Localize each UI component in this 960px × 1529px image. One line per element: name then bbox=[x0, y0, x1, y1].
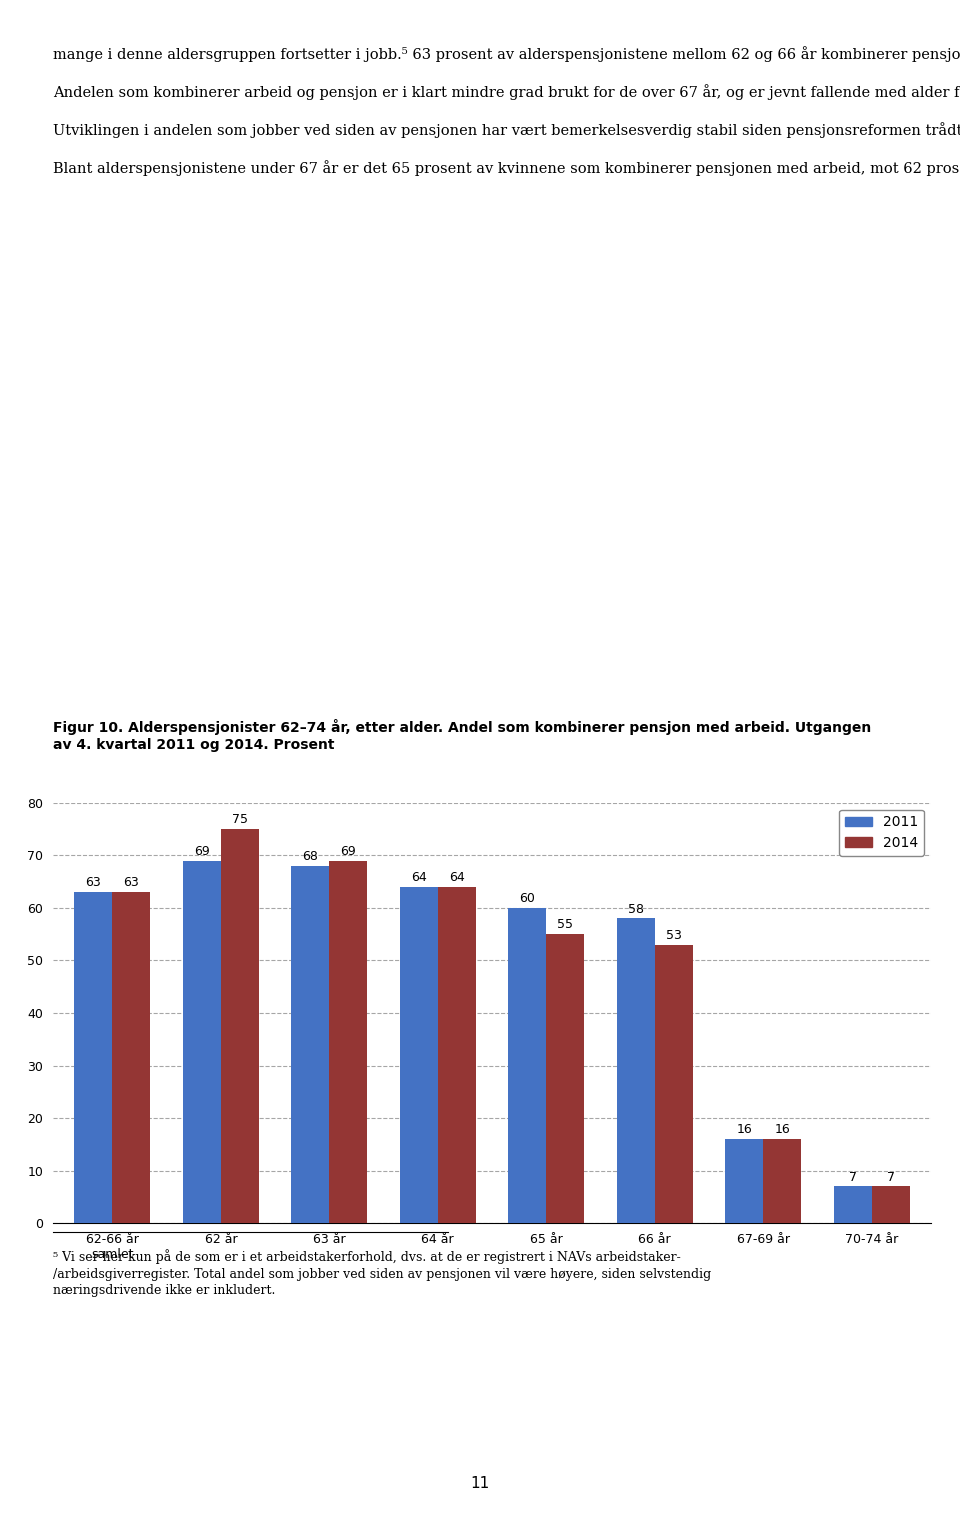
Text: 58: 58 bbox=[628, 902, 644, 916]
Bar bbox=[183, 861, 221, 1223]
Bar bbox=[292, 865, 329, 1223]
Text: 69: 69 bbox=[194, 846, 210, 858]
Bar bbox=[221, 829, 259, 1223]
Text: 63: 63 bbox=[85, 876, 102, 890]
Text: 69: 69 bbox=[341, 846, 356, 858]
Bar bbox=[616, 919, 655, 1223]
Text: 55: 55 bbox=[557, 919, 573, 931]
Text: 68: 68 bbox=[302, 850, 319, 864]
Bar bbox=[763, 1139, 801, 1223]
Text: 64: 64 bbox=[449, 872, 465, 884]
Bar bbox=[399, 887, 438, 1223]
Bar bbox=[75, 891, 112, 1223]
Text: 53: 53 bbox=[665, 930, 682, 942]
Text: 16: 16 bbox=[774, 1124, 790, 1136]
Text: 7: 7 bbox=[886, 1171, 895, 1183]
Text: 63: 63 bbox=[124, 876, 139, 890]
Text: 64: 64 bbox=[411, 872, 426, 884]
Bar bbox=[725, 1139, 763, 1223]
Text: mange i denne aldersgruppen fortsetter i jobb.⁵ 63 prosent av alderspensjonisten: mange i denne aldersgruppen fortsetter i… bbox=[53, 46, 960, 176]
Text: 11: 11 bbox=[470, 1475, 490, 1491]
Text: 16: 16 bbox=[736, 1124, 752, 1136]
Text: 75: 75 bbox=[232, 813, 248, 826]
Bar bbox=[329, 861, 368, 1223]
Bar bbox=[112, 891, 151, 1223]
Bar bbox=[872, 1187, 909, 1223]
Text: 7: 7 bbox=[849, 1171, 856, 1183]
Bar bbox=[438, 887, 476, 1223]
Bar bbox=[546, 934, 585, 1223]
Legend: 2011, 2014: 2011, 2014 bbox=[839, 810, 924, 856]
Text: ⁵ Vi ser her kun på de som er i et arbeidstakerforhold, dvs. at de er registrert: ⁵ Vi ser her kun på de som er i et arbei… bbox=[53, 1249, 711, 1298]
Text: Figur 10. Alderspensjonister 62–74 år, etter alder. Andel som kombinerer pensjon: Figur 10. Alderspensjonister 62–74 år, e… bbox=[53, 719, 871, 752]
Bar bbox=[508, 908, 546, 1223]
Text: 60: 60 bbox=[519, 893, 535, 905]
Bar bbox=[833, 1187, 872, 1223]
Bar bbox=[655, 945, 692, 1223]
